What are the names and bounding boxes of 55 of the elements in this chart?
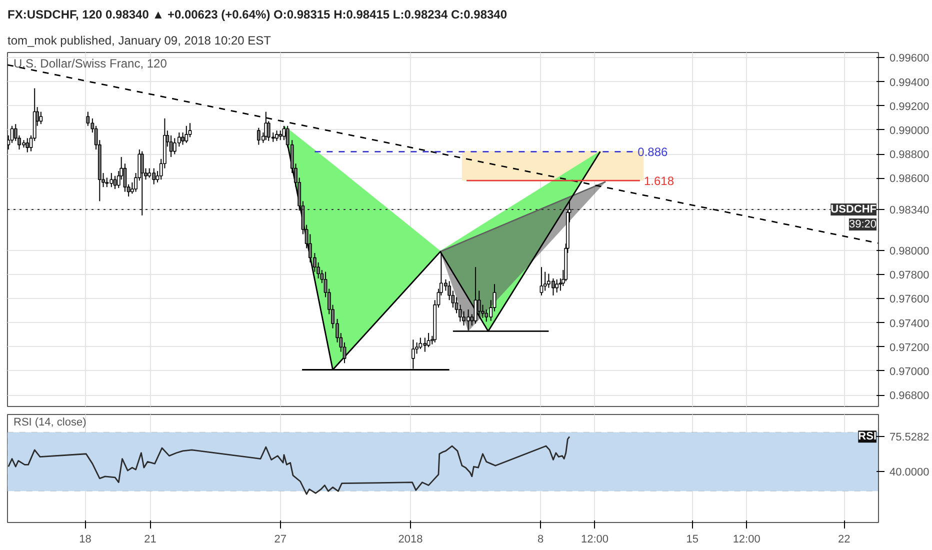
candlestick — [477, 290, 481, 317]
chart-subtitle: U.S. Dollar/Swiss Franc, 120 — [14, 56, 168, 70]
y-tick-label: 0.97200 — [890, 342, 930, 354]
y-tick-label: 0.99600 — [890, 52, 930, 65]
y-tick-label: 40.0000 — [890, 466, 930, 479]
y-tick-label: 0.98600 — [890, 173, 930, 186]
series-label: 1.618 — [644, 174, 674, 188]
x-tick-label: 27 — [274, 534, 286, 546]
candlestick — [264, 111, 268, 141]
candlestick — [86, 111, 90, 126]
candlestick — [484, 309, 488, 322]
x-tick-label: 2018 — [398, 534, 423, 546]
line-series — [8, 436, 570, 495]
y-tick-label: 0.99200 — [890, 100, 930, 113]
candlestick — [113, 175, 117, 190]
y-tick-label: 0.97000 — [890, 366, 930, 378]
chart-title: RSI (14, close) — [14, 416, 86, 428]
chart-title: FX:USDCHF, 120 0.98340 ▲ +0.00623 (+0.64%) O:0.98315 H:0.98415 L:0.98234 C:0.98340 — [8, 8, 508, 22]
y-tick-label: 0.96800 — [890, 390, 930, 402]
candlestick — [555, 278, 559, 294]
x-tick-label: 18 — [79, 534, 92, 546]
y-tick-label: 0.99000 — [890, 124, 930, 137]
y-tick-label: 0.97600 — [890, 294, 930, 306]
x-tick-label: 15 — [686, 534, 699, 546]
y-tick-label: 0.98800 — [890, 149, 930, 162]
annotation: 39:20 — [848, 218, 877, 230]
text: RSI — [858, 430, 877, 443]
y-tick-label: 0.97800 — [890, 270, 930, 282]
candlestick — [39, 111, 43, 125]
ref-line-label: USDCHF — [830, 204, 877, 216]
x-tick-label: 22 — [838, 534, 850, 546]
candlestick — [140, 150, 144, 216]
x-tick-label: 12:00 — [732, 534, 760, 546]
y-tick-label: 0.97400 — [890, 318, 930, 330]
y-tick-label: 0.98000 — [890, 245, 930, 258]
candlestick — [148, 168, 152, 178]
candlestick — [105, 177, 109, 188]
candlestick — [26, 138, 30, 153]
text: tom_mok published, January 09, 2018 10:20 EST — [8, 34, 272, 48]
candlestick — [278, 130, 282, 141]
candlestick — [275, 130, 278, 142]
series-label: 0.886 — [638, 145, 668, 160]
candlestick — [184, 125, 188, 144]
candlestick — [426, 332, 430, 348]
candlestick — [543, 271, 547, 292]
candlestick — [181, 132, 184, 146]
y-tick-label: 0.98340 — [890, 204, 930, 216]
x-tick-label: 21 — [144, 534, 156, 546]
x-tick-label: 12:00 — [581, 534, 609, 546]
candlestick — [418, 337, 422, 350]
candlestick — [177, 132, 181, 148]
y-tick-label: 0.99400 — [890, 76, 930, 89]
candlestick — [540, 266, 544, 296]
x-tick-label: 8 — [538, 534, 544, 546]
y-tick-label: 75.5282 — [890, 432, 930, 444]
